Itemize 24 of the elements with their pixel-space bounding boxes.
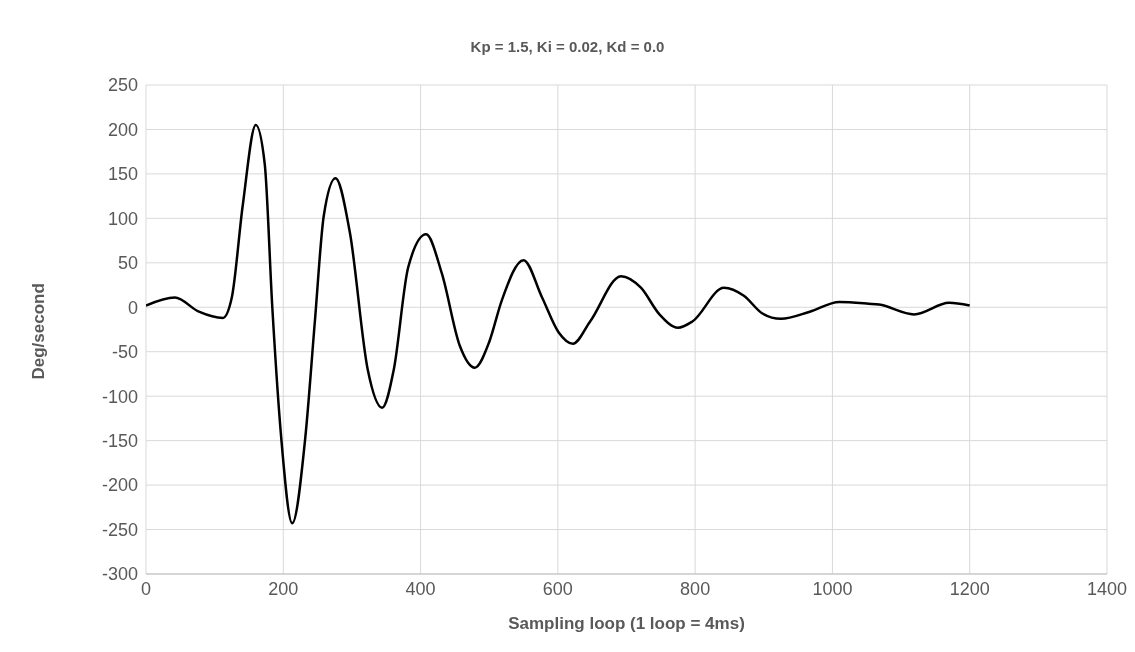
y-tick-label: -50 [111, 342, 138, 363]
x-tick-label: 200 [268, 578, 299, 599]
y-tick-label: 150 [107, 164, 138, 185]
y-tick-label: 250 [107, 75, 138, 96]
y-tick-label: -250 [101, 519, 138, 540]
x-tick-label: 1000 [812, 578, 853, 599]
y-tick-label: 50 [117, 253, 138, 274]
x-tick-label: 1400 [1086, 578, 1128, 599]
y-tick-label: -100 [101, 386, 138, 407]
y-tick-label: 200 [107, 119, 138, 140]
x-tick-label: 600 [542, 578, 573, 599]
y-tick-label: -200 [101, 475, 138, 496]
x-tick-label: 800 [680, 578, 711, 599]
chart-title: Kp = 1.5, Ki = 0.02, Kd = 0.0 [469, 38, 666, 55]
x-tick-label: 0 [140, 578, 152, 599]
y-tick-label: -300 [101, 564, 138, 585]
y-tick-label: -150 [101, 431, 138, 452]
line-series [146, 123, 971, 525]
y-tick-label: 0 [127, 297, 138, 318]
x-axis-title: Sampling loop (1 loop = 4ms) [508, 614, 745, 633]
y-tick-label: 100 [107, 208, 138, 229]
y-axis-title: Deg/second [29, 283, 49, 380]
x-tick-label: 400 [405, 578, 436, 599]
x-tick-label: 1200 [949, 578, 990, 599]
